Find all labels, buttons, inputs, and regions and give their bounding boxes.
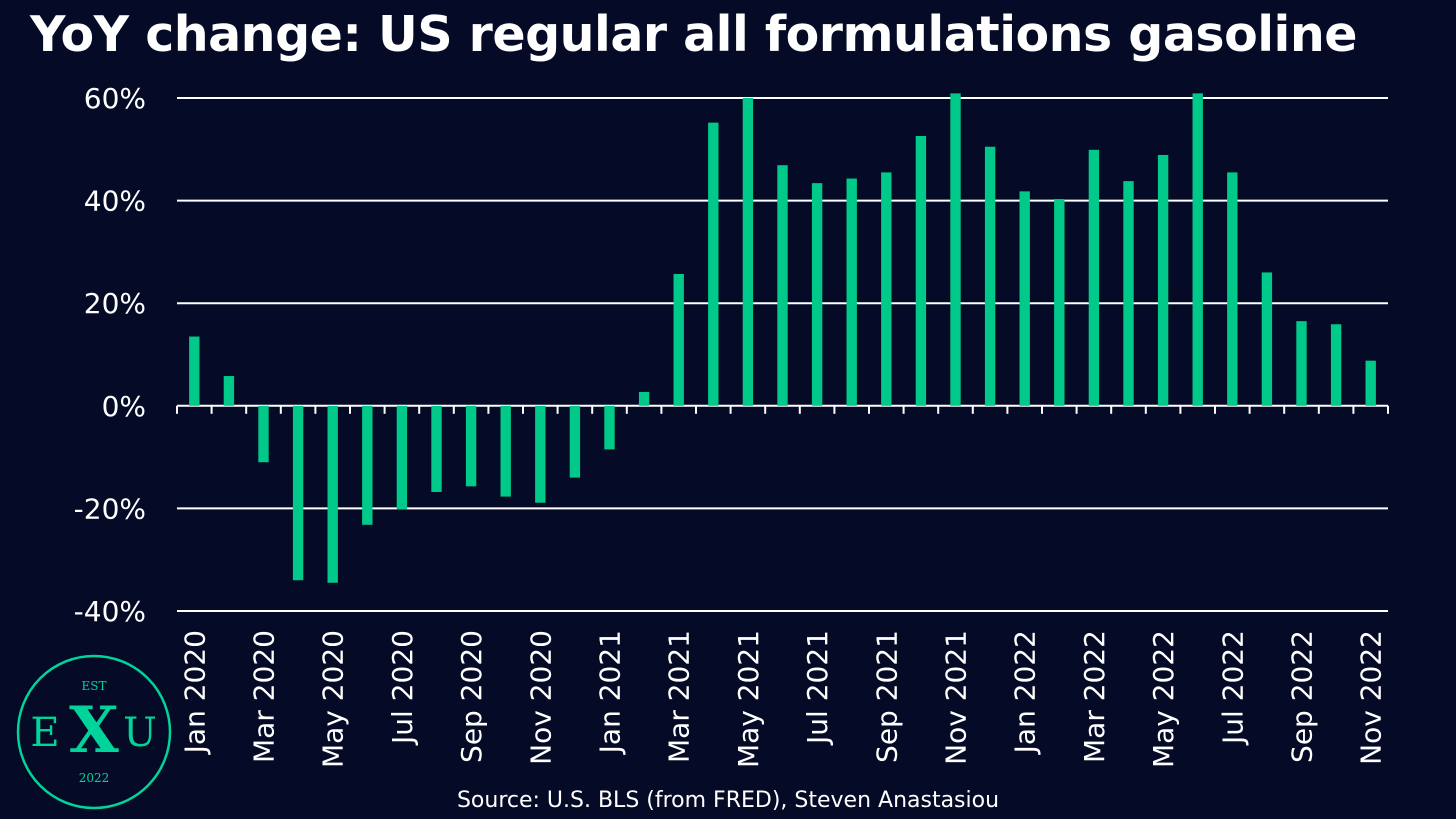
bar-jun-2020: [362, 405, 373, 525]
bar-aug-2020: [431, 405, 442, 492]
bar-nov-2020: [535, 405, 546, 503]
x-tick-label: May 2022: [1147, 630, 1180, 768]
bar-jan-2020: [189, 336, 200, 406]
source-note: Source: U.S. BLS (from FRED), Steven Ana…: [456, 788, 1000, 813]
exu-logo: EST E X U 2022: [16, 654, 172, 810]
logo-letter-e: E: [30, 710, 59, 756]
y-axis-tick-labels: 60% 40% 20% 0% -20% -40%: [74, 82, 146, 628]
x-tick-label: Jul 2021: [801, 630, 834, 746]
x-tick-label: May 2021: [732, 630, 765, 768]
bar-jan-2021: [604, 405, 615, 450]
bar-may-2020: [327, 405, 338, 583]
bar-oct-2020: [500, 405, 511, 497]
bar-jul-2021: [811, 183, 823, 406]
bar-may-2022: [1157, 154, 1169, 406]
bar-mar-2020: [258, 405, 269, 463]
x-tick-label: Sep 2022: [1286, 630, 1319, 763]
x-tick-label: Jul 2022: [1216, 630, 1249, 746]
logo-letter-u: U: [123, 710, 157, 756]
x-tick-label: Jan 2020: [178, 630, 211, 755]
x-tick-label: Mar 2021: [663, 630, 696, 763]
bar-feb-2021: [638, 391, 650, 406]
y-tick-label: 40%: [84, 185, 146, 218]
x-tick-label: Nov 2022: [1355, 630, 1388, 765]
bar-jan-2022: [1019, 191, 1030, 406]
y-tick-label: -40%: [74, 595, 146, 628]
logo-est-text: EST: [82, 679, 107, 693]
bar-jun-2022: [1192, 93, 1203, 406]
bar-oct-2021: [915, 135, 927, 406]
y-tick-label: 0%: [102, 390, 146, 423]
logo-year-text: 2022: [79, 771, 110, 785]
x-tick-label: Sep 2020: [455, 630, 488, 763]
bar-oct-2022: [1330, 324, 1342, 406]
bar-sep-2022: [1296, 321, 1307, 406]
logo-letter-x: X: [69, 693, 119, 768]
y-tick-label: 20%: [84, 287, 146, 320]
x-tick-label: Nov 2021: [940, 630, 973, 765]
bar-feb-2022: [1054, 199, 1065, 406]
bar-apr-2021: [708, 122, 719, 406]
bar-apr-2020: [292, 405, 304, 581]
bar-may-2021: [742, 98, 754, 406]
bar-nov-2021: [950, 93, 961, 406]
bar-mar-2022: [1088, 149, 1100, 406]
bar-aug-2022: [1261, 272, 1273, 406]
bar-jun-2021: [777, 165, 788, 406]
bar-mar-2021: [673, 273, 684, 406]
chart-title: YoY change: US regular all formulations …: [30, 6, 1357, 63]
x-axis-tick-labels: Jan 2020 Mar 2020 May 2020 Jul 2020 Sep 2020…: [178, 630, 1387, 768]
bar-jul-2022: [1227, 172, 1238, 406]
x-tick-label: May 2020: [317, 630, 350, 768]
x-tick-label: Jan 2021: [594, 630, 627, 755]
bar-feb-2020: [223, 376, 235, 406]
bar-jul-2020: [396, 405, 408, 510]
x-tick-label: Sep 2021: [870, 630, 903, 763]
bar-aug-2021: [846, 178, 857, 406]
x-tick-label: Nov 2020: [524, 630, 557, 765]
bar-dec-2021: [984, 146, 996, 406]
x-tick-label: Jan 2022: [1009, 630, 1042, 755]
bar-sep-2020: [465, 405, 477, 487]
bar-dec-2020: [569, 405, 581, 478]
y-tick-label: 60%: [84, 82, 146, 115]
y-tick-label: -20%: [74, 492, 146, 525]
x-tick-label: Mar 2020: [248, 630, 281, 763]
x-tick-label: Jul 2020: [386, 630, 419, 746]
x-tick-label: Mar 2022: [1078, 630, 1111, 763]
bar-nov-2022: [1365, 360, 1376, 406]
x-axis-tick-marks: [176, 405, 1389, 414]
bars: [189, 93, 1376, 583]
bar-apr-2022: [1123, 181, 1134, 406]
bar-sep-2021: [881, 172, 892, 406]
